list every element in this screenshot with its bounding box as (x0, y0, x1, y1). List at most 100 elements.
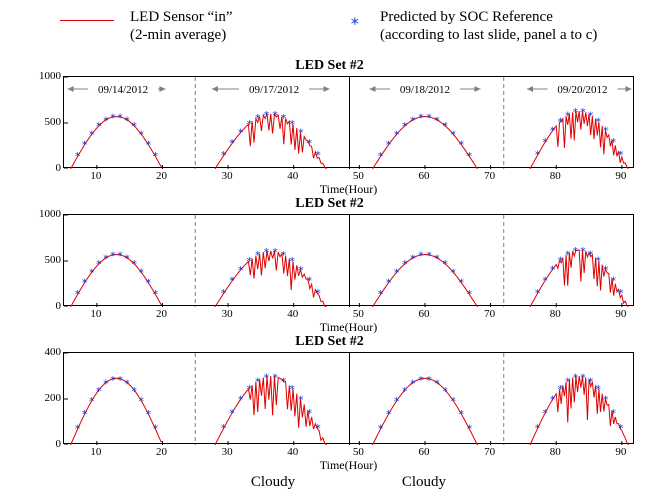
soc-marker: * (145, 276, 152, 289)
soc-marker: * (289, 255, 296, 268)
soc-marker: * (88, 128, 95, 141)
soc-marker: * (96, 385, 103, 398)
soc-marker: * (103, 252, 110, 265)
soc-marker: * (602, 263, 609, 276)
plot-svg: 09/14/201209/17/201209/18/201209/20/2012… (64, 77, 635, 169)
legend-line-label: LED Sensor “in” (2-min average) (130, 8, 232, 44)
soc-marker: * (229, 407, 236, 420)
soc-marker: * (306, 407, 313, 420)
soc-marker: * (410, 378, 417, 391)
soc-marker: * (297, 264, 304, 277)
x-tick-label: 10 (90, 308, 101, 320)
soc-marker: * (580, 106, 587, 119)
y-tick-label: 200 (28, 392, 61, 404)
soc-marker: * (426, 374, 433, 387)
soc-marker: * (587, 109, 594, 122)
x-tick-label: 20 (156, 170, 167, 182)
y-tick-label: 0 (28, 162, 61, 174)
y-tick-label: 500 (28, 254, 61, 266)
soc-marker: * (549, 263, 556, 276)
y-tick-label: 500 (28, 116, 61, 128)
soc-marker: * (272, 246, 279, 259)
x-axis-label: Time(Hour) (63, 182, 634, 197)
soc-marker: * (315, 149, 322, 162)
soc-marker: * (557, 254, 564, 267)
soc-marker: * (131, 120, 138, 133)
soc-marker: * (131, 258, 138, 271)
legend-marker-label-2: (according to last slide, panel a to c) (380, 27, 597, 43)
soc-marker: * (280, 249, 287, 262)
soc-marker: * (401, 258, 408, 271)
soc-marker: * (572, 245, 579, 258)
x-tick-label: 70 (484, 308, 495, 320)
soc-marker: * (81, 276, 88, 289)
soc-marker: * (542, 407, 549, 420)
soc-marker: * (138, 128, 145, 141)
chart-row-title: LED Set #2 (0, 58, 659, 74)
soc-marker: * (401, 120, 408, 133)
soc-marker: * (229, 137, 236, 150)
soc-marker: * (110, 250, 117, 263)
soc-marker: * (450, 266, 457, 279)
y-ticks: 0200400 (28, 352, 61, 444)
x-tick-label: 40 (287, 308, 298, 320)
soc-marker: * (393, 395, 400, 408)
x-tick-label: 30 (222, 308, 233, 320)
soc-marker: * (131, 385, 138, 398)
soc-marker: * (618, 149, 625, 162)
soc-marker: * (74, 423, 81, 436)
soc-marker: * (434, 252, 441, 265)
soc-marker: * (289, 383, 296, 396)
soc-marker: * (246, 255, 253, 268)
soc-marker: * (117, 374, 124, 387)
soc-marker: * (88, 266, 95, 279)
soc-marker: * (434, 114, 441, 127)
soc-marker: * (410, 114, 417, 127)
soc-marker: * (220, 422, 227, 435)
soc-marker: * (138, 395, 145, 408)
soc-marker: * (152, 423, 159, 436)
soc-marker: * (297, 394, 304, 407)
soc-marker: * (442, 385, 449, 398)
plot-area: ****************************************… (63, 214, 634, 306)
chart-row-title: LED Set #2 (0, 196, 659, 212)
soc-marker: * (152, 288, 159, 301)
soc-marker: * (124, 378, 131, 391)
soc-marker: * (458, 276, 465, 289)
plot-area: 09/14/201209/17/201209/18/201209/20/2012… (63, 76, 634, 168)
x-tick-label: 30 (222, 446, 233, 458)
x-tick-label: 20 (156, 308, 167, 320)
x-tick-label: 30 (222, 170, 233, 182)
soc-marker: * (124, 252, 131, 265)
soc-marker: * (410, 252, 417, 265)
x-tick-label: 90 (615, 308, 626, 320)
soc-marker: * (393, 128, 400, 141)
soc-marker: * (110, 374, 117, 387)
soc-marker: * (549, 125, 556, 138)
soc-marker: * (418, 112, 425, 125)
date-label: 09/20/2012 (557, 84, 607, 96)
soc-marker: * (255, 375, 262, 388)
soc-marker: * (418, 250, 425, 263)
chart-row-nir: LED Set #2NIR Channel05001000***********… (0, 196, 659, 334)
chart-row-title: LED Set #2 (0, 334, 659, 350)
x-tick-label: 40 (287, 446, 298, 458)
soc-marker: * (280, 112, 287, 125)
x-tick-label: 70 (484, 446, 495, 458)
soc-marker: * (263, 246, 270, 259)
cloudy-label: Cloudy (251, 474, 295, 491)
soc-marker: * (315, 422, 322, 435)
soc-marker: * (306, 275, 313, 288)
y-tick-label: 1000 (28, 70, 61, 82)
soc-marker: * (618, 287, 625, 300)
soc-marker: * (466, 423, 473, 436)
legend-line-swatch (60, 20, 114, 21)
soc-marker: * (542, 136, 549, 149)
soc-marker: * (272, 109, 279, 122)
x-tick-label: 60 (418, 308, 429, 320)
soc-marker: * (103, 378, 110, 391)
soc-marker: * (385, 276, 392, 289)
soc-marker: * (602, 394, 609, 407)
soc-marker: * (74, 288, 81, 301)
x-tick-label: 80 (550, 170, 561, 182)
